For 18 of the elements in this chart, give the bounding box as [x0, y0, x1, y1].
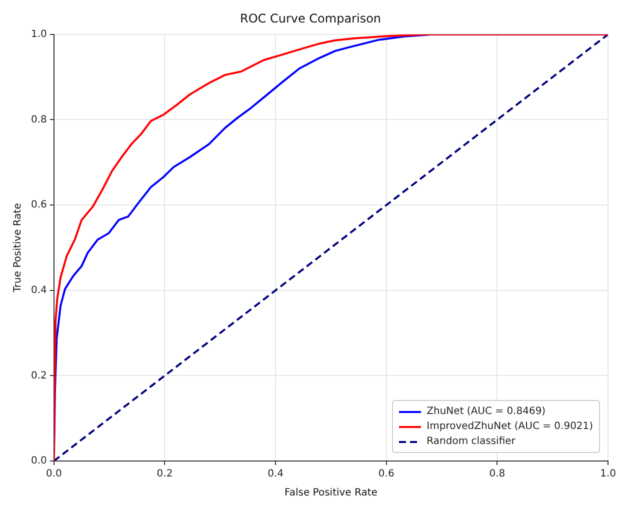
x-tick-label: 0.8: [489, 468, 506, 480]
legend-label: ZhuNet (AUC = 0.8469): [426, 405, 546, 419]
legend-label: ImprovedZhuNet (AUC = 0.9021): [426, 420, 594, 434]
legend-label: Random classifier: [426, 435, 516, 449]
y-tick-label: 0.4: [30, 284, 47, 296]
chart-title: ROC Curve Comparison: [240, 11, 382, 26]
x-axis-title: False Positive Rate: [284, 488, 378, 499]
x-tick-label: 0.0: [46, 468, 62, 480]
y-tick-label: 1.0: [30, 28, 47, 40]
x-tick-label: 0.4: [268, 468, 284, 480]
y-tick-label: 0.6: [30, 200, 47, 211]
y-tick-label: 0.8: [30, 114, 47, 126]
y-axis-title: True Positive Rate: [12, 203, 24, 294]
y-tick-label: 0.0: [30, 456, 47, 467]
x-tick-label: 0.2: [156, 468, 173, 480]
y-tick-label: 0.2: [30, 370, 47, 382]
x-tick-label: 0.6: [378, 468, 394, 480]
x-tick-label: 1.0: [600, 468, 616, 480]
